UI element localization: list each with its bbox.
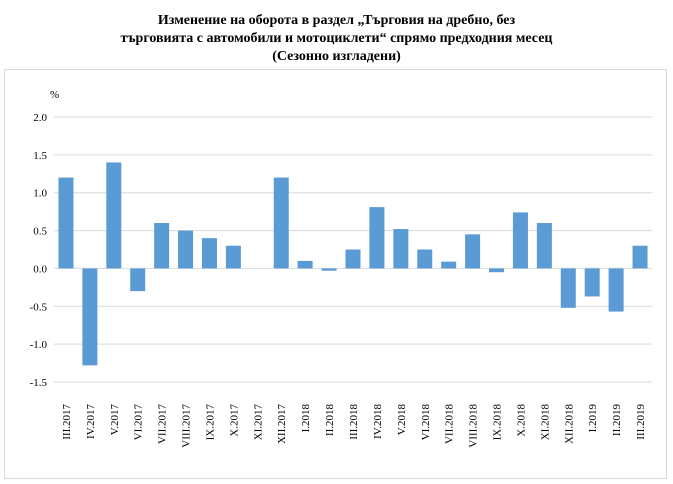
y-tick-label: 0.0 (33, 263, 47, 275)
bar (273, 177, 289, 269)
x-tick-label: V.2018 (396, 404, 408, 436)
bar (632, 245, 648, 269)
bar (201, 238, 217, 269)
chart-title-line-1: Изменение на оборота в раздел „Търговия … (157, 13, 516, 28)
x-tick-label: II.2018 (324, 404, 336, 437)
bar (321, 268, 337, 271)
bar (417, 249, 433, 269)
x-tick-labels: III.2017 IV.2017 V.2017 VI.2017 VII.2017 VIII… (61, 404, 647, 448)
bar (154, 223, 170, 269)
x-tick-label: VI.2018 (420, 404, 432, 441)
x-tick-label: X.2018 (515, 404, 527, 437)
x-tick-label: XII.2018 (563, 404, 575, 445)
bars (58, 162, 648, 366)
bar (608, 268, 624, 312)
bar (441, 261, 457, 269)
x-tick-label: X.2017 (228, 404, 240, 437)
bar (178, 230, 194, 269)
y-tick-labels: 2.0 1.5 1.0 0.5 0.0 -0.5 -1.0 -1.5 (30, 112, 48, 389)
bar (560, 268, 576, 308)
chart-title: Изменение на оборота в раздел „Търговия … (0, 12, 673, 66)
bar (512, 212, 528, 269)
x-tick-label: I.2018 (300, 404, 312, 433)
y-tick-label: 0.5 (33, 226, 47, 238)
x-tick-label: IV.2017 (85, 404, 97, 439)
bar (82, 268, 98, 366)
chart-title-line-2: търговията с автомобили и мотоциклети“ с… (120, 31, 553, 46)
x-tick-label: IV.2018 (372, 404, 384, 439)
x-tick-label: III.2018 (348, 404, 360, 440)
x-tick-label: XI.2017 (252, 404, 264, 441)
x-tick-label: III.2017 (61, 404, 73, 440)
bar (465, 234, 481, 269)
x-tick-label: IX.2018 (492, 404, 504, 441)
x-tick-label: VIII.2017 (181, 404, 193, 448)
bar (297, 260, 313, 269)
x-tick-label: V.2017 (109, 404, 121, 436)
bar (536, 223, 552, 269)
y-tick-label: 2.0 (33, 112, 47, 124)
bar (584, 268, 600, 297)
bar (489, 268, 505, 273)
x-tick-label: IX.2017 (204, 404, 216, 441)
gridlines (54, 116, 652, 383)
y-axis-unit: % (50, 89, 59, 101)
x-tick-label: I.2019 (587, 404, 599, 433)
x-tick-label: VII.2018 (444, 404, 456, 445)
y-tick-label: 1.0 (33, 188, 47, 200)
y-tick-label: 1.5 (33, 150, 47, 162)
x-tick-label: XII.2017 (276, 404, 288, 445)
x-tick-label: VI.2017 (133, 404, 145, 441)
x-tick-label: VII.2017 (157, 404, 169, 445)
bar (106, 162, 122, 269)
bar (393, 229, 409, 269)
bar (58, 177, 74, 269)
y-tick-label: -0.5 (30, 301, 48, 313)
chart-area-frame (4, 69, 667, 479)
y-tick-label: -1.5 (30, 377, 48, 389)
bar (369, 207, 385, 269)
bar (225, 245, 241, 269)
x-tick-label: XI.2018 (539, 404, 551, 441)
bar (130, 268, 146, 292)
x-tick-label: VIII.2018 (468, 404, 480, 448)
chart-title-line-3: (Сезонно изгладени) (272, 49, 401, 64)
y-tick-label: -1.0 (30, 339, 48, 351)
x-tick-label: III.2019 (635, 404, 647, 440)
bar (345, 249, 361, 269)
x-tick-label: II.2019 (611, 404, 623, 437)
